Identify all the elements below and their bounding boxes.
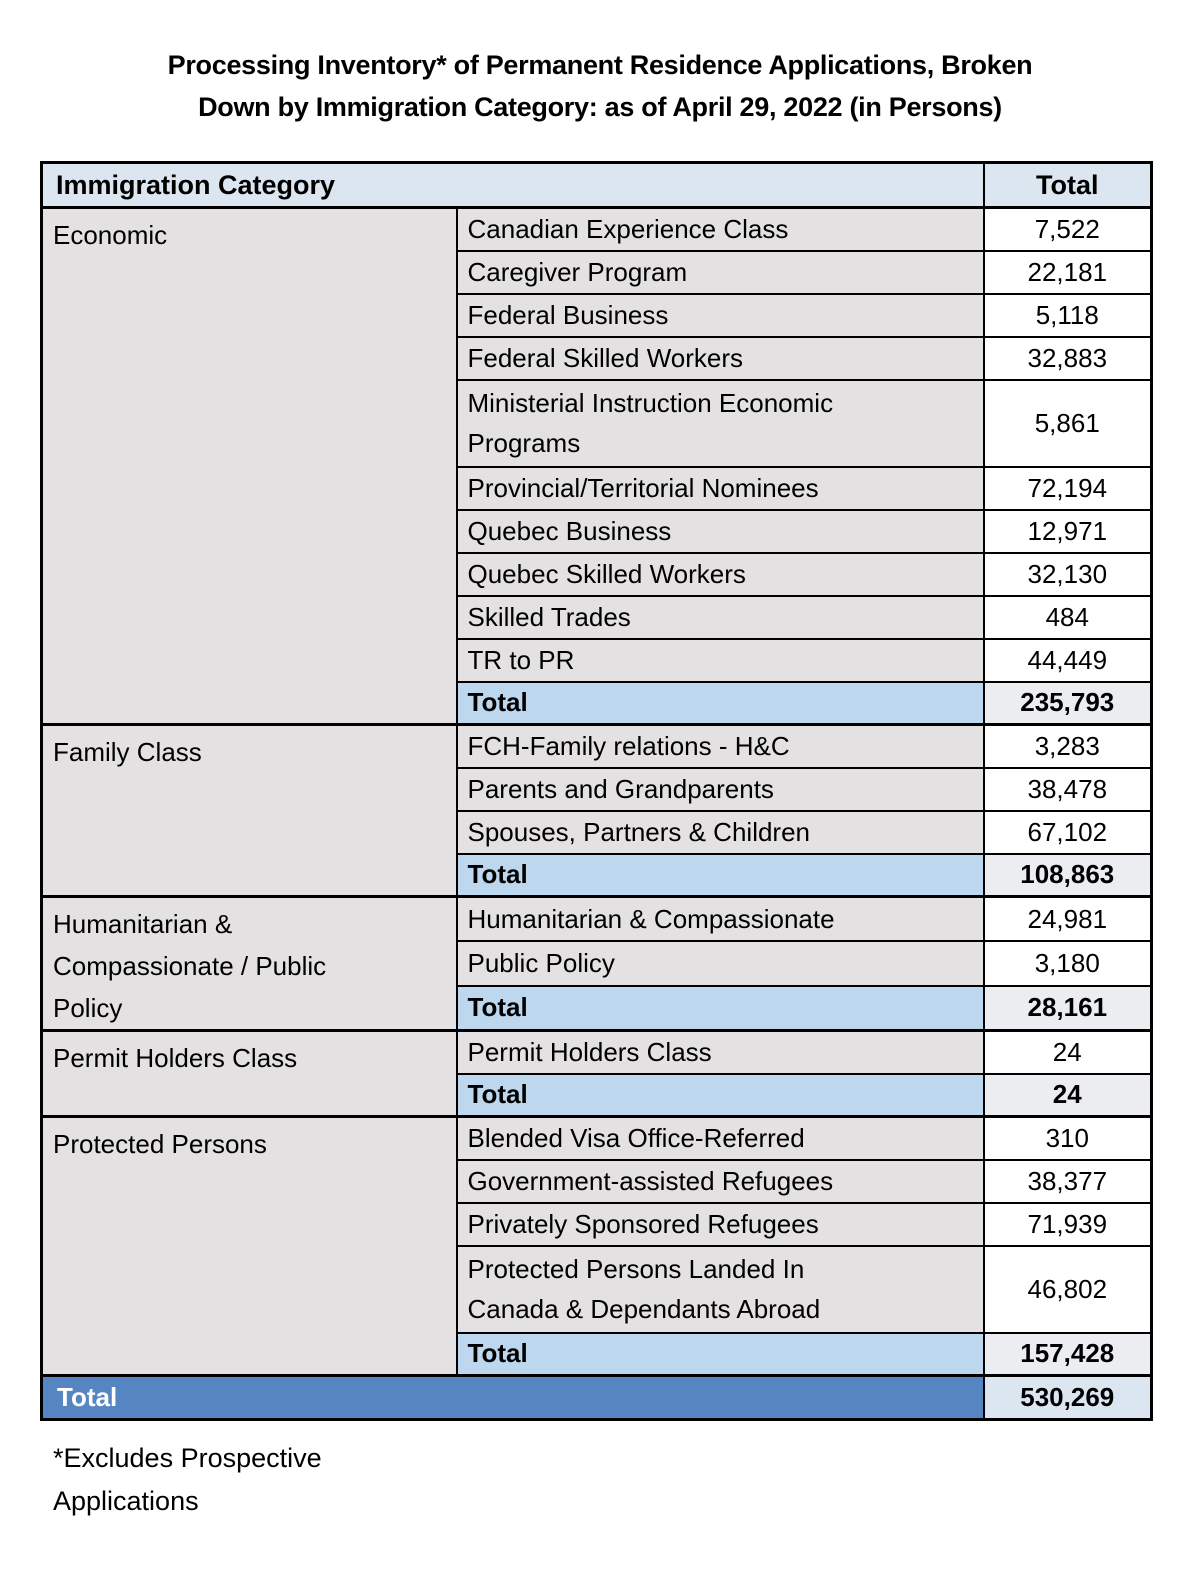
subcategory-cell: Protected Persons Landed In Canada & Dep… xyxy=(455,1244,985,1334)
section-total-value: 108,863 xyxy=(982,852,1153,898)
row-fch-family-relations: Family Class FCH-Family relations - H&C … xyxy=(40,723,1153,898)
row-protected-persons-landed-in-canada: Protected Persons Landed In Canada & Dep… xyxy=(42,1244,1153,1334)
row-public-policy: Public Policy 3,180 xyxy=(42,940,1153,987)
row-quebec-business: Quebec Business 12,971 xyxy=(42,508,1153,554)
row-protected-persons-total: Total 157,428 xyxy=(42,1331,1153,1377)
section-total-value: 28,161 xyxy=(982,984,1153,1032)
value-cell: 310 xyxy=(982,1115,1153,1161)
value-cell: 5,861 xyxy=(982,378,1153,468)
subcategory-cell: Privately Sponsored Refugees xyxy=(455,1201,985,1247)
subcategory-cell: Canadian Experience Class xyxy=(455,206,985,252)
page-title: Processing Inventory* of Permanent Resid… xyxy=(167,50,1033,122)
value-cell: 72,194 xyxy=(982,465,1153,511)
grand-total-value: 530,269 xyxy=(982,1374,1153,1421)
row-quebec-skilled-workers: Quebec Skilled Workers 32,130 xyxy=(42,551,1153,597)
row-skilled-trades: Skilled Trades 484 xyxy=(42,594,1153,640)
category-cell-protected-persons: Protected Persons xyxy=(40,1115,458,1377)
grand-total-label: Total xyxy=(40,1374,985,1421)
row-spouses-partners-children: Spouses, Partners & Children 67,102 xyxy=(42,809,1153,855)
row-economic-total: Total 235,793 xyxy=(42,680,1153,726)
row-government-assisted-refugees: Government-assisted Refugees 38,377 xyxy=(42,1158,1153,1204)
subcategory-cell: Public Policy xyxy=(455,940,985,987)
row-family-class-total: Total 108,863 xyxy=(42,852,1153,898)
subcategory-cell: Ministerial Instruction Economic Program… xyxy=(455,378,985,468)
row-permit-holders-class-total: Total 24 xyxy=(42,1072,1153,1118)
row-federal-business: Federal Business 5,118 xyxy=(42,292,1153,338)
value-cell: 67,102 xyxy=(982,809,1153,855)
footnote: *Excludes Prospective Applications xyxy=(53,1443,322,1516)
row-permit-holders-class: Permit Holders Class Permit Holders Clas… xyxy=(40,1029,1153,1118)
section-total-value: 235,793 xyxy=(982,680,1153,726)
row-ministerial-instruction-economic-programs: Ministerial Instruction Economic Program… xyxy=(42,378,1153,468)
section-total-value: 157,428 xyxy=(982,1331,1153,1377)
section-total-label: Total xyxy=(455,1331,985,1377)
value-cell: 24,981 xyxy=(982,895,1153,943)
subcategory-cell: Government-assisted Refugees xyxy=(455,1158,985,1204)
value-cell: 5,118 xyxy=(982,292,1153,338)
value-cell: 38,478 xyxy=(982,766,1153,812)
subcategory-cell: Parents and Grandparents xyxy=(455,766,985,812)
category-cell-family-class: Family Class xyxy=(40,723,458,898)
subcategory-cell: Provincial/Territorial Nominees xyxy=(455,465,985,511)
value-cell: 484 xyxy=(982,594,1153,640)
row-canadian-experience-class: Economic Canadian Experience Class 7,522 xyxy=(40,206,1153,726)
value-cell: 3,180 xyxy=(982,940,1153,987)
subcategory-cell: FCH-Family relations - H&C xyxy=(455,723,985,769)
category-cell-permit-holders-class: Permit Holders Class xyxy=(40,1029,458,1118)
value-cell: 3,283 xyxy=(982,723,1153,769)
column-header-total: Total xyxy=(982,161,1153,209)
section-total-label: Total xyxy=(455,1072,985,1118)
value-cell: 71,939 xyxy=(982,1201,1153,1247)
value-cell: 22,181 xyxy=(982,249,1153,295)
row-tr-to-pr: TR to PR 44,449 xyxy=(42,637,1153,683)
row-parents-and-grandparents: Parents and Grandparents 38,478 xyxy=(42,766,1153,812)
row-blended-visa-office-referred: Protected Persons Blended Visa Office-Re… xyxy=(40,1115,1153,1377)
value-cell: 46,802 xyxy=(982,1244,1153,1334)
subcategory-cell: Spouses, Partners & Children xyxy=(455,809,985,855)
value-cell: 32,883 xyxy=(982,335,1153,381)
processing-inventory-table: Immigration Category Total Economic Cana… xyxy=(40,161,1154,1421)
table-header-row: Immigration Category Total xyxy=(40,161,1153,209)
value-cell: 12,971 xyxy=(982,508,1153,554)
subcategory-cell: Caregiver Program xyxy=(455,249,985,295)
section-total-label: Total xyxy=(455,852,985,898)
subcategory-cell: Humanitarian & Compassionate xyxy=(455,895,985,943)
category-cell-humanitarian-public-policy: Humanitarian & Compassionate / Public Po… xyxy=(40,895,458,1032)
value-cell: 44,449 xyxy=(982,637,1153,683)
subcategory-cell: Quebec Skilled Workers xyxy=(455,551,985,597)
row-provincial-territorial-nominees: Provincial/Territorial Nominees 72,194 xyxy=(42,465,1153,511)
row-privately-sponsored-refugees: Privately Sponsored Refugees 71,939 xyxy=(42,1201,1153,1247)
value-cell: 32,130 xyxy=(982,551,1153,597)
subcategory-cell: Skilled Trades xyxy=(455,594,985,640)
section-total-value: 24 xyxy=(982,1072,1153,1118)
subcategory-cell: Quebec Business xyxy=(455,508,985,554)
value-cell: 38,377 xyxy=(982,1158,1153,1204)
section-total-label: Total xyxy=(455,680,985,726)
row-humanitarian-compassionate: Humanitarian & Compassionate / Public Po… xyxy=(40,895,1153,1032)
subcategory-cell: Blended Visa Office-Referred xyxy=(455,1115,985,1161)
row-federal-skilled-workers: Federal Skilled Workers 32,883 xyxy=(42,335,1153,381)
subcategory-cell: Permit Holders Class xyxy=(455,1029,985,1075)
subcategory-cell: TR to PR xyxy=(455,637,985,683)
section-total-label: Total xyxy=(455,984,985,1032)
row-humanitarian-public-policy-total: Total 28,161 xyxy=(42,984,1153,1032)
value-cell: 7,522 xyxy=(982,206,1153,252)
column-header-immigration-category: Immigration Category xyxy=(40,161,985,209)
subcategory-cell: Federal Business xyxy=(455,292,985,338)
category-cell-economic: Economic xyxy=(40,206,458,726)
row-caregiver-program: Caregiver Program 22,181 xyxy=(42,249,1153,295)
row-grand-total: Total 530,269 xyxy=(40,1374,1153,1421)
value-cell: 24 xyxy=(982,1029,1153,1075)
subcategory-cell: Federal Skilled Workers xyxy=(455,335,985,381)
